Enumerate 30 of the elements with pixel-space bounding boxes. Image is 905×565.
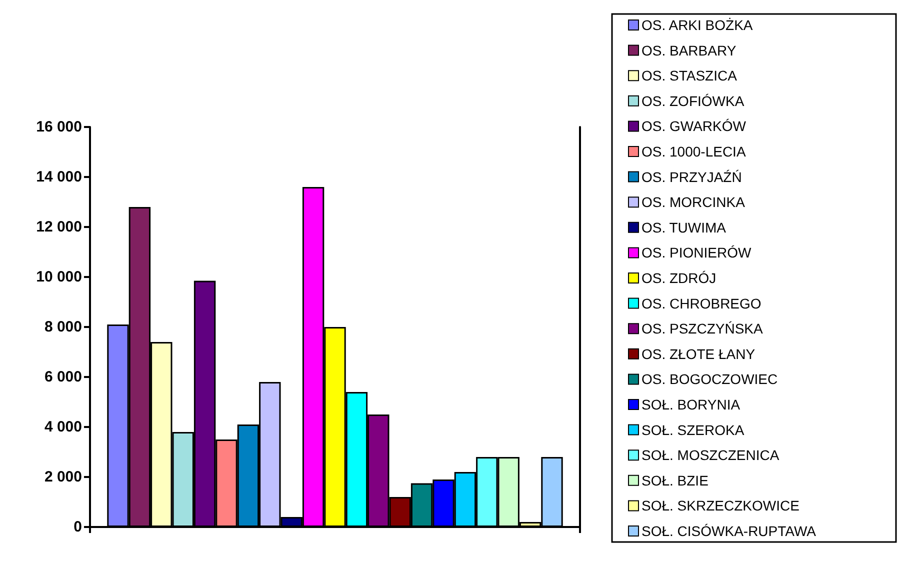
y-tick-label: 6 000 [44,368,82,386]
legend-label: OS. ZŁOTE ŁANY [642,346,756,362]
legend-label: OS. GWARKÓW [642,118,747,134]
legend-label: SOŁ. BORYNIA [642,396,741,412]
legend-label: SOŁ. SZEROKA [642,422,745,438]
legend-label: OS. MORCINKA [642,194,746,210]
legend-label: OS. ZDRÓJ [642,270,716,286]
legend-label: SOŁ. CISÓWKA-RUPTAWA [642,523,817,539]
legend-label: OS. PRZYJAŹŃ [642,168,742,185]
legend-label: SOŁ. BZIE [642,472,708,488]
legend-label: OS. ZOFIÓWKA [642,92,745,109]
y-tick-label: 12 000 [36,218,82,236]
legend-label: SOŁ. MOSZCZENICA [642,447,780,464]
y-tick-label: 16 000 [36,118,82,136]
legend-label: OS. BOGOCZOWIEC [642,371,778,388]
legend-label: OS. ARKI BOŻKA [642,17,754,33]
legend-label: SOŁ. SKRZECZKOWICE [642,498,800,514]
y-tick-label: 2 000 [44,468,82,486]
legend-label: OS. TUWIMA [642,219,727,236]
y-tick-label: 4 000 [44,418,82,436]
y-tick-label: 14 000 [36,168,82,186]
legend-label: OS. PSZCZYŃSKA [642,320,764,337]
y-tick-label: 0 [74,518,82,536]
legend-label: OS. BARBARY [642,42,737,58]
legend-label: OS. CHROBREGO [642,295,762,312]
legend-label: OS. 1000-LECIA [642,144,746,160]
y-tick-label: 8 000 [44,318,82,336]
legend-label: OS. STASZICA [642,68,738,84]
y-tick-label: 10 000 [36,268,82,286]
legend-label: OS. PIONIERÓW [642,244,752,261]
